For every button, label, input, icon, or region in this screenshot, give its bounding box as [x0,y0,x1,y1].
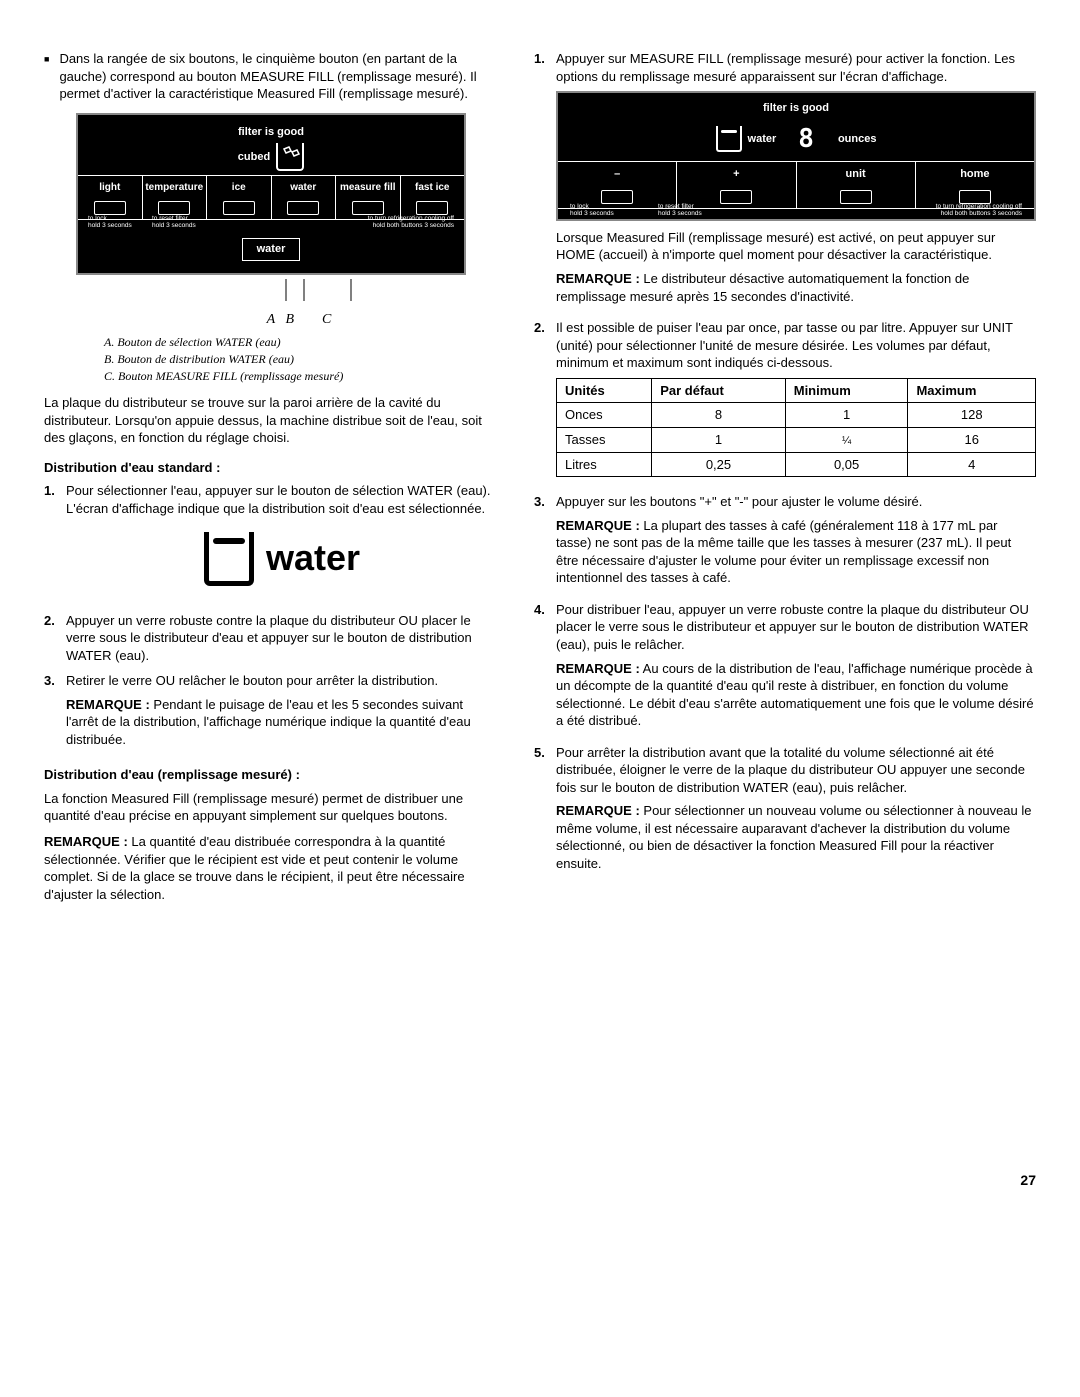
cap-a: A. Bouton de sélection WATER (eau) [104,334,498,350]
std-2-text: Appuyer un verre robuste contre la plaqu… [66,612,498,665]
bullet-intro: Dans la rangée de six boutons, le cinqui… [44,50,498,103]
th-min: Minimum [785,378,908,403]
cell: 0,05 [785,452,908,477]
bullet-text: Dans la rangée de six boutons, le cinqui… [59,50,498,103]
dispenser-panel-six: filter is good cubed light temperature i… [76,113,466,275]
mf-step-3: Appuyer sur les boutons "+" et "-" pour … [534,493,1036,593]
mf-2-text: Il est possible de puiser l'eau par once… [556,319,1036,372]
cell: 8 [652,403,786,428]
cubed-ice-icon [276,143,304,171]
hint-lock-2: to lock hold 3 seconds [570,203,614,217]
std-step-1: Pour sélectionner l'eau, appuyer sur le … [44,482,498,603]
mf-note-label: REMARQUE : [44,834,128,849]
plus-label: + [733,168,739,180]
note-label: REMARQUE : [66,697,150,712]
table-row: Onces 8 1 128 [557,403,1036,428]
cell: 128 [908,403,1036,428]
th-units: Unités [557,378,652,403]
table-row: Litres 0,25 0,05 4 [557,452,1036,477]
btn-temperature[interactable]: temperature [143,176,208,219]
btn-mf-label: measure fill [340,182,396,193]
mf-1-text: Appuyer sur MEASURE FILL (remplissage me… [556,50,1036,85]
note5-label: REMARQUE : [556,803,640,818]
btn-minus[interactable]: – [558,162,677,208]
dispenser-panel-mf: filter is good water 8 ounces – + [556,91,1036,221]
cubed-label: cubed [238,150,270,165]
btn-ice[interactable]: ice [207,176,272,219]
water-dispense-button[interactable]: water [242,238,301,261]
minus-label: – [614,168,620,180]
hint-cool: to turn refrigeration cooling off hold b… [368,215,454,229]
home-label: home [960,168,989,180]
cell: 1 [785,403,908,428]
water-indicator: water [66,532,498,586]
note3-label: REMARQUE : [556,518,640,533]
cap-c: C. Bouton MEASURE FILL (remplissage mesu… [104,368,498,384]
subhead-standard: Distribution d'eau standard : [44,459,498,477]
mf-4-text: Pour distribuer l'eau, appuyer un verre … [556,601,1036,654]
note1-label: REMARQUE : [556,271,640,286]
std-step-2: Appuyer un verre robuste contre la plaqu… [44,612,498,665]
mf-intro: La fonction Measured Fill (remplissage m… [44,790,498,825]
cup-icon-sm [716,126,742,152]
filter-status-2: filter is good [558,101,1034,116]
cup-icon [204,532,254,586]
btn-fast-ice[interactable]: fast ice [401,176,465,219]
btn-ice-label: ice [232,182,246,193]
btn-light-label: light [99,182,120,193]
cell: Tasses [557,427,652,452]
units-table: Unités Par défaut Minimum Maximum Onces … [556,378,1036,477]
btn-unit[interactable]: unit [797,162,916,208]
filter-status: filter is good [78,125,464,140]
th-max: Maximum [908,378,1036,403]
cell: Litres [557,452,652,477]
six-button-row: light temperature ice water measure fill… [78,175,464,220]
hint-reset: to reset filter hold 3 seconds [152,215,196,229]
btn-measure-fill[interactable]: measure fill [336,176,401,219]
hint-cool-2: to turn refrigeration cooling off hold b… [936,203,1022,217]
cell: 16 [908,427,1036,452]
subhead-mf: Distribution d'eau (remplissage mesuré) … [44,766,498,784]
cell: 4 [908,452,1036,477]
after-panel: Lorsque Measured Fill (remplissage mesur… [556,229,1036,264]
btn-plus[interactable]: + [677,162,796,208]
cell: 1 [652,427,786,452]
std-1-text: Pour sélectionner l'eau, appuyer sur le … [66,482,498,517]
water-label-sm: water [748,132,777,147]
btn-fi-label: fast ice [415,182,449,193]
water-big-label: water [266,534,360,583]
frac: ¼ [842,435,851,447]
unit-label: unit [846,168,866,180]
mf-step-1: Appuyer sur MEASURE FILL (remplissage me… [534,50,1036,311]
mf-step-2: Il est possible de puiser l'eau par once… [534,319,1036,485]
btn-water[interactable]: water [272,176,337,219]
mf-5-text: Pour arrêter la distribution avant que l… [556,744,1036,797]
ounces-label: ounces [838,132,877,147]
hint-lock: to lock hold 3 seconds [88,215,132,229]
btn-light[interactable]: light [78,176,143,219]
btn-temp-label: temperature [145,182,203,193]
std-3-text: Retirer le verre OU relâcher le bouton p… [66,672,498,690]
cap-b: B. Bouton de distribution WATER (eau) [104,351,498,367]
note4-label: REMARQUE : [556,661,640,676]
cell: ¼ [785,427,908,452]
digit-display: 8 [798,122,816,157]
page-number: 27 [44,1171,1036,1190]
hint-reset-2: to reset filter hold 3 seconds [658,203,702,217]
mf-step-5: Pour arrêter la distribution avant que l… [534,744,1036,879]
plate-paragraph: La plaque du distributeur se trouve sur … [44,394,498,447]
table-row: Tasses 1 ¼ 16 [557,427,1036,452]
cell: Onces [557,403,652,428]
std-step-3: Retirer le verre OU relâcher le bouton p… [44,672,498,754]
panel-caption: A. Bouton de sélection WATER (eau) B. Bo… [104,334,498,385]
cell: 0,25 [652,452,786,477]
leader-labels: A B C [100,311,498,330]
mf-step-4: Pour distribuer l'eau, appuyer un verre … [534,601,1036,736]
btn-water-label: water [290,182,316,193]
th-default: Par défaut [652,378,786,403]
btn-home[interactable]: home [916,162,1034,208]
leader-lines [76,279,466,309]
mf-3-text: Appuyer sur les boutons "+" et "-" pour … [556,493,1036,511]
